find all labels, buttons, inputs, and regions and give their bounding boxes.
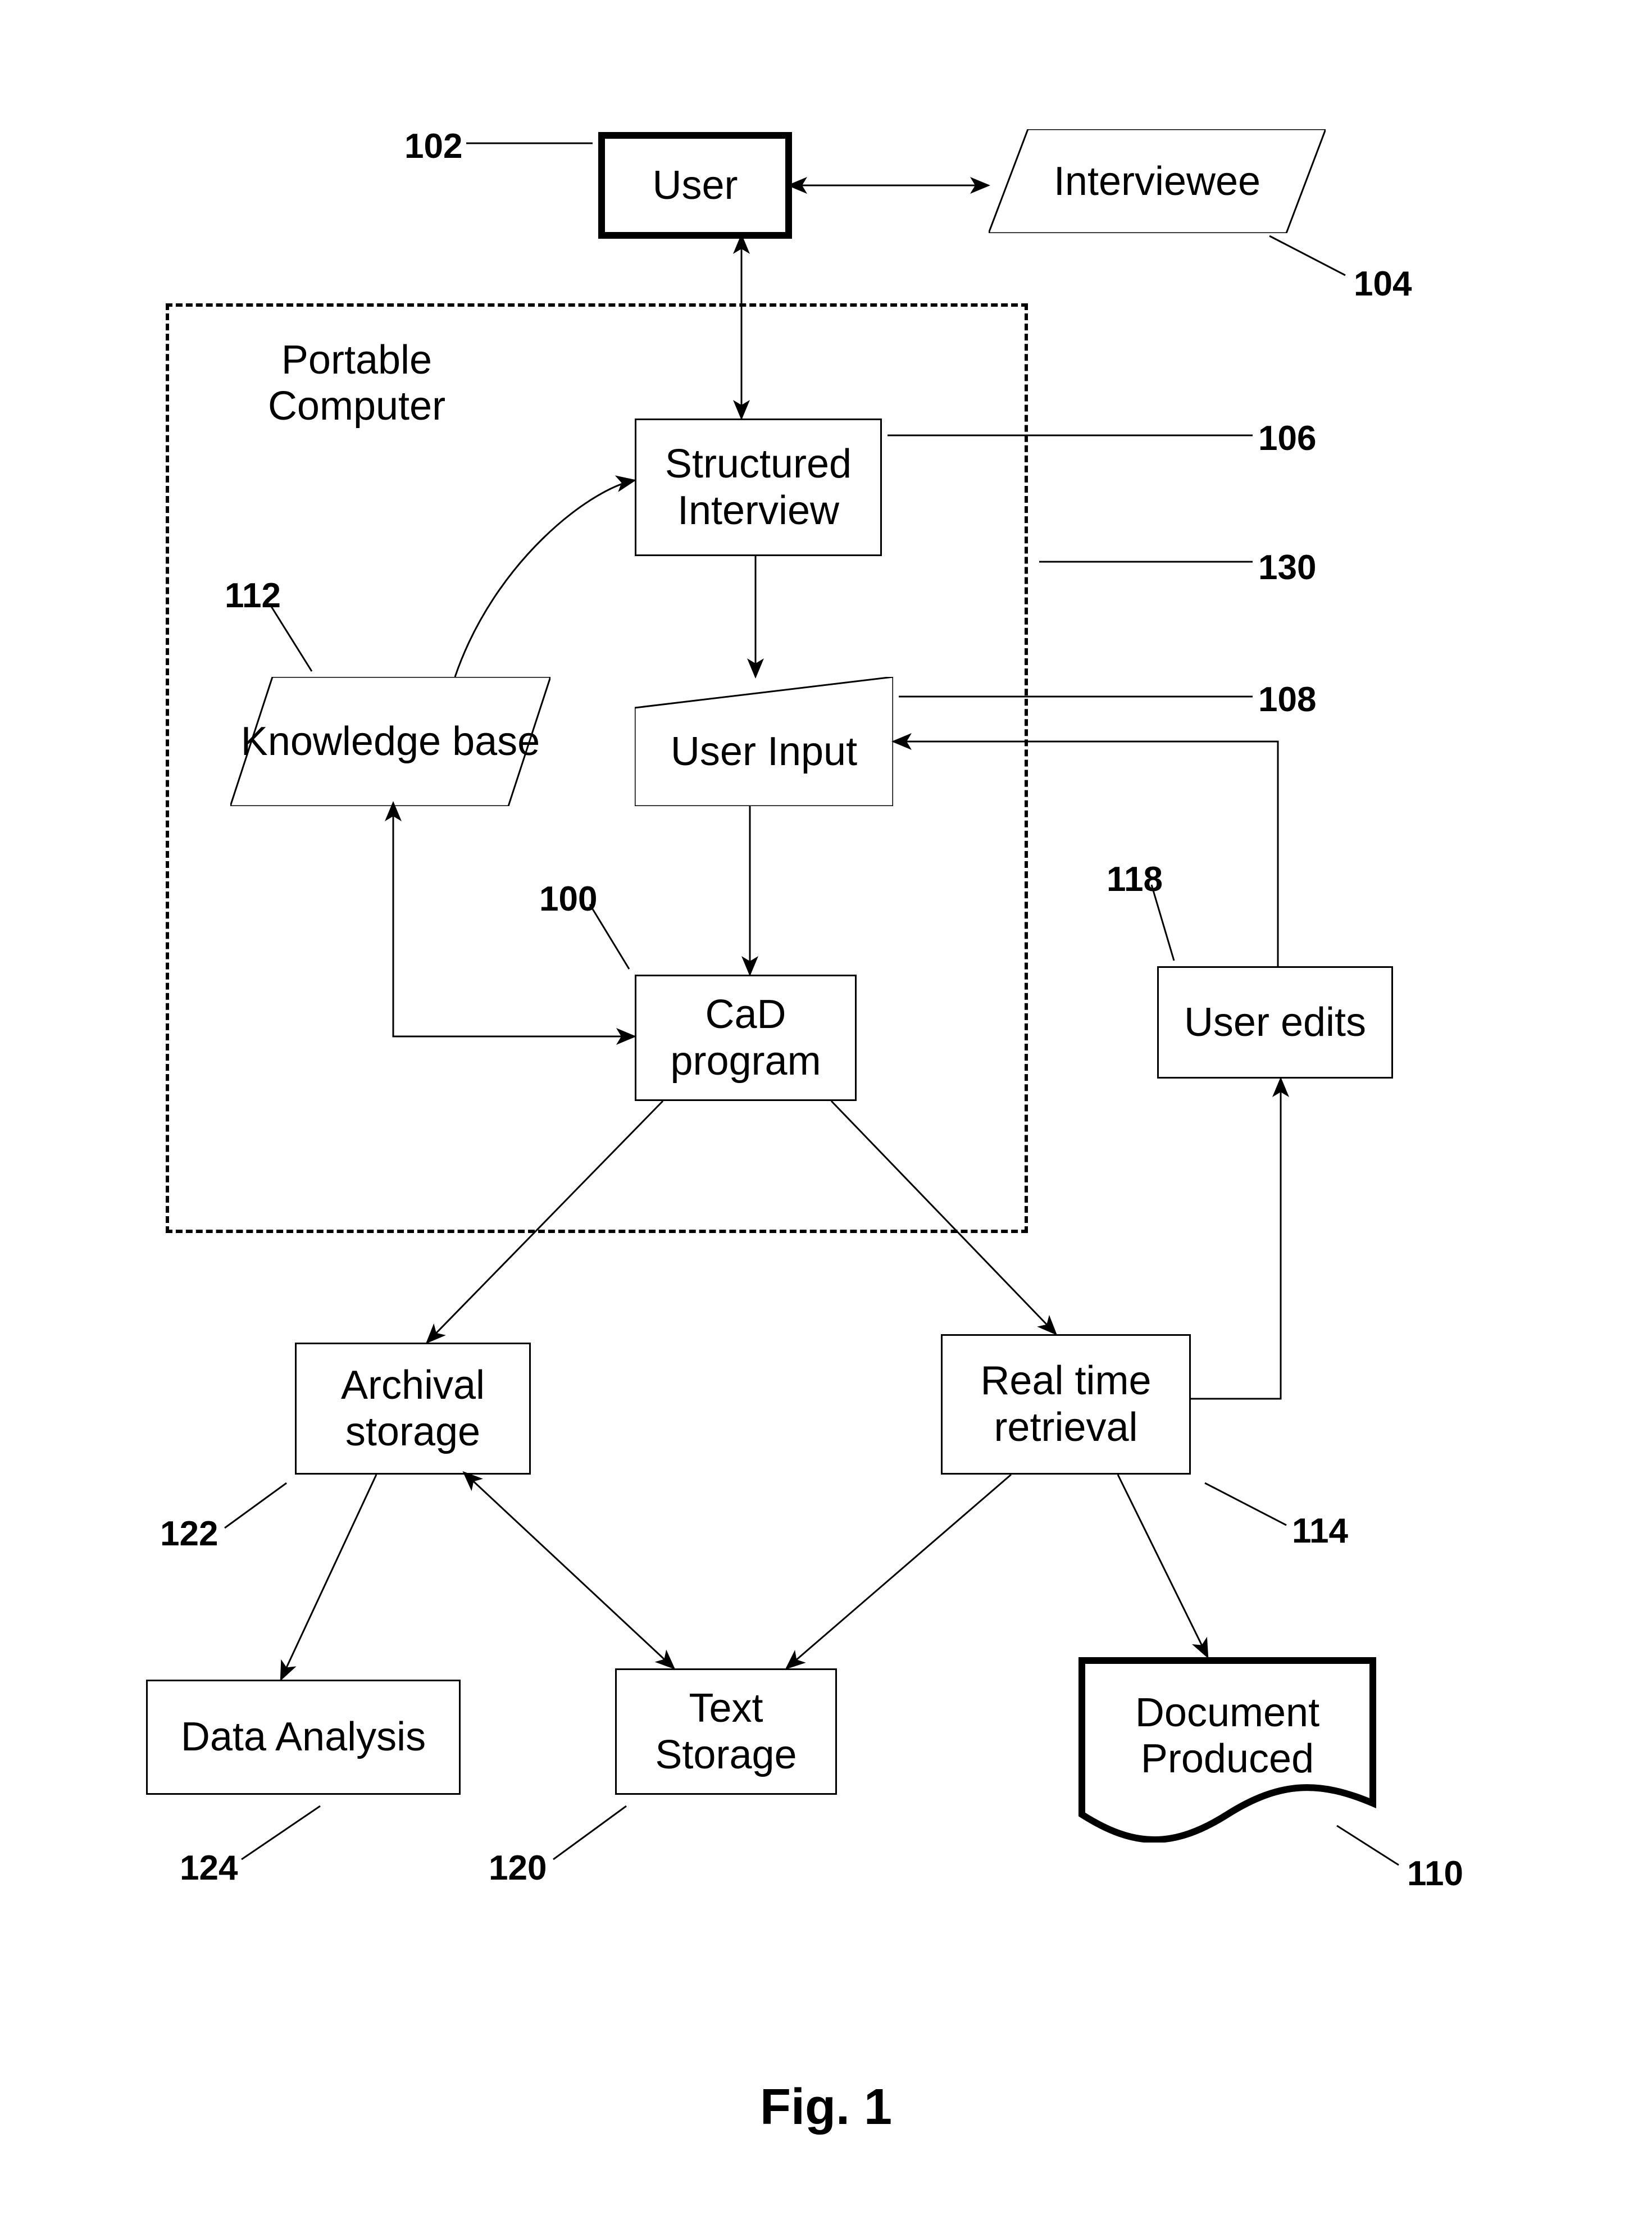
ref-130: 130: [1258, 548, 1316, 588]
cad-program-node: CaD program: [635, 975, 857, 1101]
structured-interview-label: Structured Interview: [636, 441, 880, 534]
document-produced-label: Document Produced: [1078, 1674, 1376, 1798]
interviewee-label: Interviewee: [989, 129, 1326, 233]
archival-storage-label: Archival storage: [297, 1362, 529, 1455]
portable-computer-label: Portable Computer: [239, 337, 475, 429]
knowledge-base-label: Knowledge base: [230, 677, 550, 806]
ref-106: 106: [1258, 419, 1316, 458]
ref-102: 102: [404, 126, 462, 166]
user-edits-node: User edits: [1157, 966, 1393, 1079]
ref-110: 110: [1407, 1854, 1463, 1894]
ref-118: 118: [1107, 859, 1163, 899]
data-analysis-node: Data Analysis: [146, 1680, 461, 1795]
ref-114: 114: [1292, 1511, 1348, 1551]
knowledge-base-node: Knowledge base: [230, 677, 550, 806]
ref-112: 112: [225, 576, 281, 616]
ref-120: 120: [489, 1848, 547, 1888]
ref-104: 104: [1354, 264, 1412, 304]
ref-108: 108: [1258, 680, 1316, 720]
user-edits-label: User edits: [1184, 999, 1366, 1046]
realtime-retrieval-label: Real time retrieval: [943, 1358, 1189, 1451]
ref-100: 100: [539, 879, 597, 919]
text-storage-label: Text Storage: [617, 1685, 835, 1778]
data-analysis-label: Data Analysis: [181, 1714, 426, 1761]
document-produced-node: Document Produced: [1078, 1657, 1376, 1843]
cad-program-label: CaD program: [636, 991, 855, 1085]
figure-caption: Fig. 1: [0, 2078, 1652, 2136]
interviewee-node: Interviewee: [989, 129, 1326, 233]
structured-interview-node: Structured Interview: [635, 419, 882, 556]
user-label: User: [652, 162, 738, 209]
user-input-node: User Input: [635, 677, 893, 806]
archival-storage-node: Archival storage: [295, 1343, 531, 1475]
ref-122: 122: [160, 1514, 218, 1554]
ref-124: 124: [180, 1848, 238, 1888]
realtime-retrieval-node: Real time retrieval: [941, 1334, 1191, 1475]
user-input-label: User Input: [635, 697, 893, 806]
text-storage-node: Text Storage: [615, 1668, 837, 1795]
user-node: User: [598, 132, 792, 239]
